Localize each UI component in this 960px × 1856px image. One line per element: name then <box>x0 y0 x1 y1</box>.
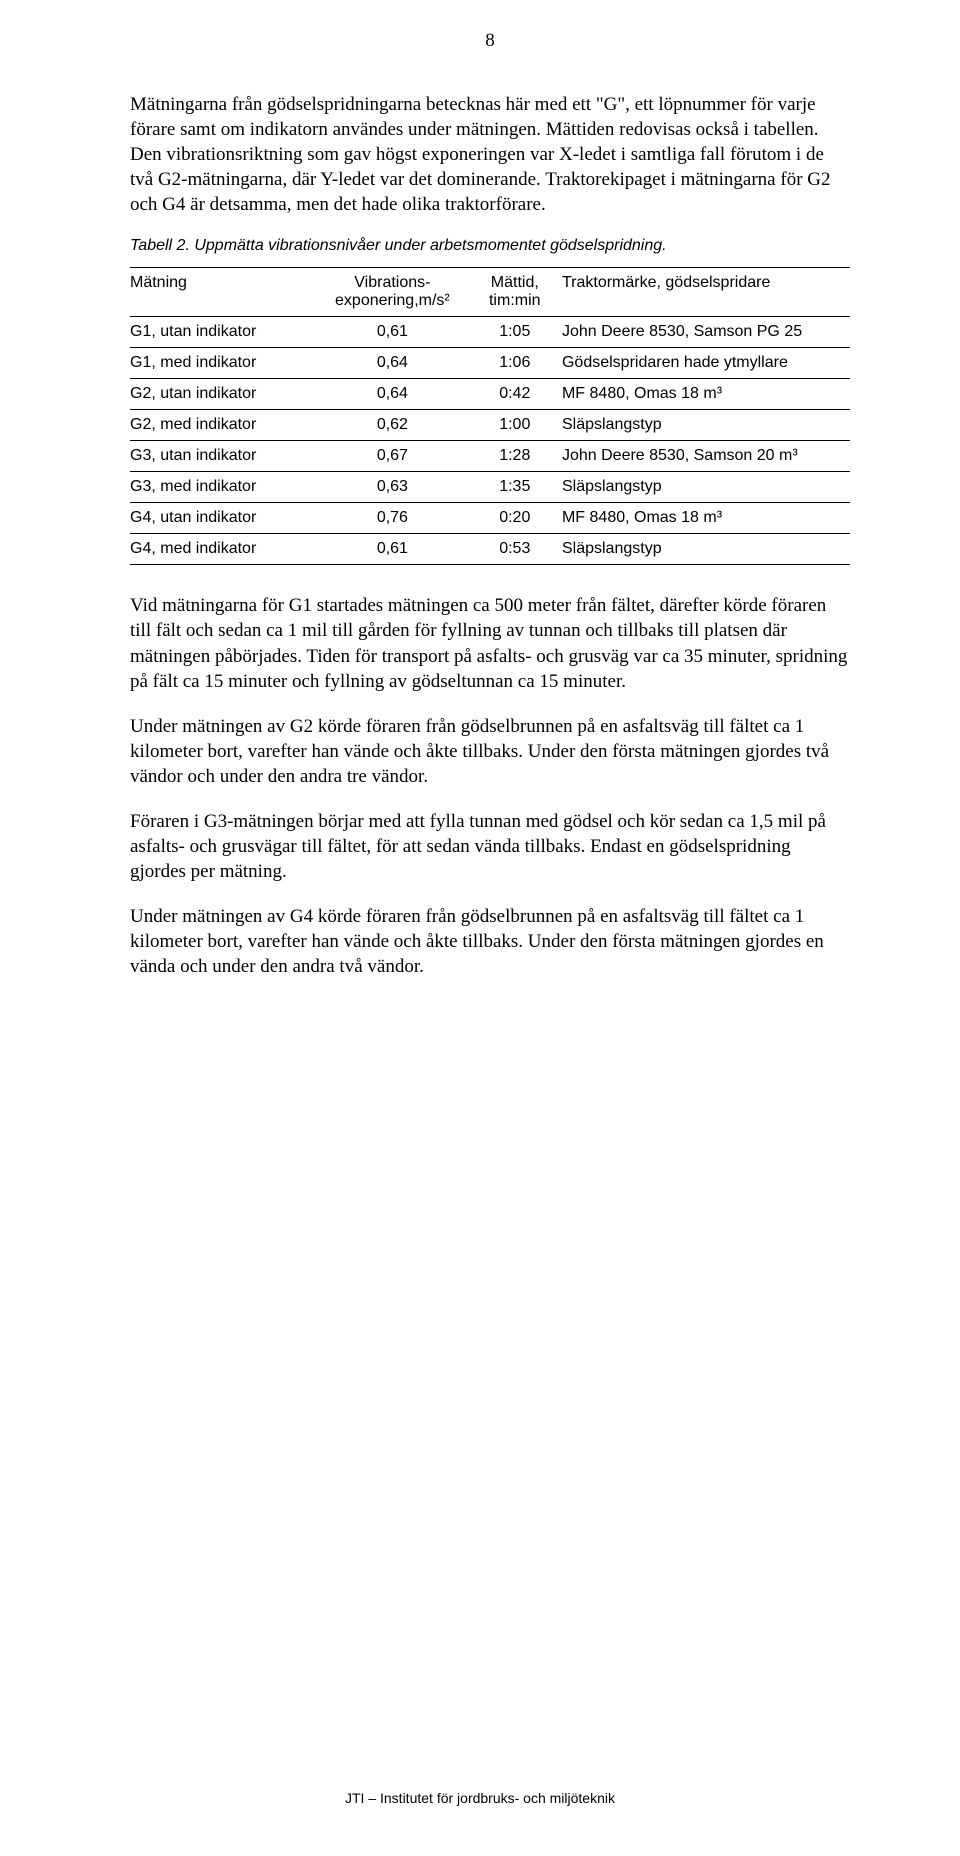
cell-measurement: G3, med indikator <box>130 472 317 503</box>
table-row: G3, utan indikator0,671:28John Deere 853… <box>130 441 850 472</box>
cell-vibration: 0,64 <box>317 379 475 410</box>
cell-time: 1:05 <box>476 317 562 348</box>
cell-tractor: Släpslangstyp <box>562 472 850 503</box>
cell-time: 0:53 <box>476 534 562 565</box>
cell-time: 1:35 <box>476 472 562 503</box>
vibration-table: Mätning Vibrations- exponering,m/s² Mätt… <box>130 267 850 565</box>
cell-time: 1:28 <box>476 441 562 472</box>
table-row: G4, med indikator0,610:53Släpslangstyp <box>130 534 850 565</box>
cell-time: 0:20 <box>476 503 562 534</box>
cell-measurement: G1, utan indikator <box>130 317 317 348</box>
cell-time: 1:06 <box>476 348 562 379</box>
paragraph-1: Mätningarna från gödselspridningarna bet… <box>130 92 850 217</box>
header-time: Mättid, tim:min <box>476 268 562 317</box>
paragraph-5: Under mätningen av G4 körde föraren från… <box>130 904 850 979</box>
cell-tractor: John Deere 8530, Samson 20 m³ <box>562 441 850 472</box>
cell-vibration: 0,61 <box>317 317 475 348</box>
cell-time: 0:42 <box>476 379 562 410</box>
footer-text: JTI – Institutet för jordbruks- och milj… <box>0 1790 960 1806</box>
cell-vibration: 0,67 <box>317 441 475 472</box>
header-measurement: Mätning <box>130 268 317 317</box>
cell-tractor: Släpslangstyp <box>562 534 850 565</box>
cell-vibration: 0,62 <box>317 410 475 441</box>
cell-measurement: G2, med indikator <box>130 410 317 441</box>
table-row: G1, med indikator0,641:06Gödselspridaren… <box>130 348 850 379</box>
cell-vibration: 0,64 <box>317 348 475 379</box>
cell-tractor: John Deere 8530, Samson PG 25 <box>562 317 850 348</box>
paragraph-4: Föraren i G3-mätningen börjar med att fy… <box>130 809 850 884</box>
cell-tractor: Gödselspridaren hade ytmyllare <box>562 348 850 379</box>
cell-vibration: 0,61 <box>317 534 475 565</box>
header-vibration: Vibrations- exponering,m/s² <box>317 268 475 317</box>
cell-vibration: 0,63 <box>317 472 475 503</box>
page-number: 8 <box>130 30 850 52</box>
cell-measurement: G3, utan indikator <box>130 441 317 472</box>
cell-measurement: G2, utan indikator <box>130 379 317 410</box>
cell-measurement: G4, med indikator <box>130 534 317 565</box>
table-row: G1, utan indikator0,611:05John Deere 853… <box>130 317 850 348</box>
cell-vibration: 0,76 <box>317 503 475 534</box>
table-row: G2, utan indikator0,640:42MF 8480, Omas … <box>130 379 850 410</box>
cell-measurement: G4, utan indikator <box>130 503 317 534</box>
table-caption: Tabell 2. Uppmätta vibrationsnivåer unde… <box>130 237 850 255</box>
table-row: G3, med indikator0,631:35Släpslangstyp <box>130 472 850 503</box>
paragraph-3: Under mätningen av G2 körde föraren från… <box>130 714 850 789</box>
table-row: G4, utan indikator0,760:20MF 8480, Omas … <box>130 503 850 534</box>
cell-tractor: MF 8480, Omas 18 m³ <box>562 379 850 410</box>
cell-tractor: MF 8480, Omas 18 m³ <box>562 503 850 534</box>
table-header-row: Mätning Vibrations- exponering,m/s² Mätt… <box>130 268 850 317</box>
cell-tractor: Släpslangstyp <box>562 410 850 441</box>
table-row: G2, med indikator0,621:00Släpslangstyp <box>130 410 850 441</box>
header-tractor: Traktormärke, gödselspridare <box>562 268 850 317</box>
cell-time: 1:00 <box>476 410 562 441</box>
paragraph-2: Vid mätningarna för G1 startades mätning… <box>130 593 850 693</box>
cell-measurement: G1, med indikator <box>130 348 317 379</box>
